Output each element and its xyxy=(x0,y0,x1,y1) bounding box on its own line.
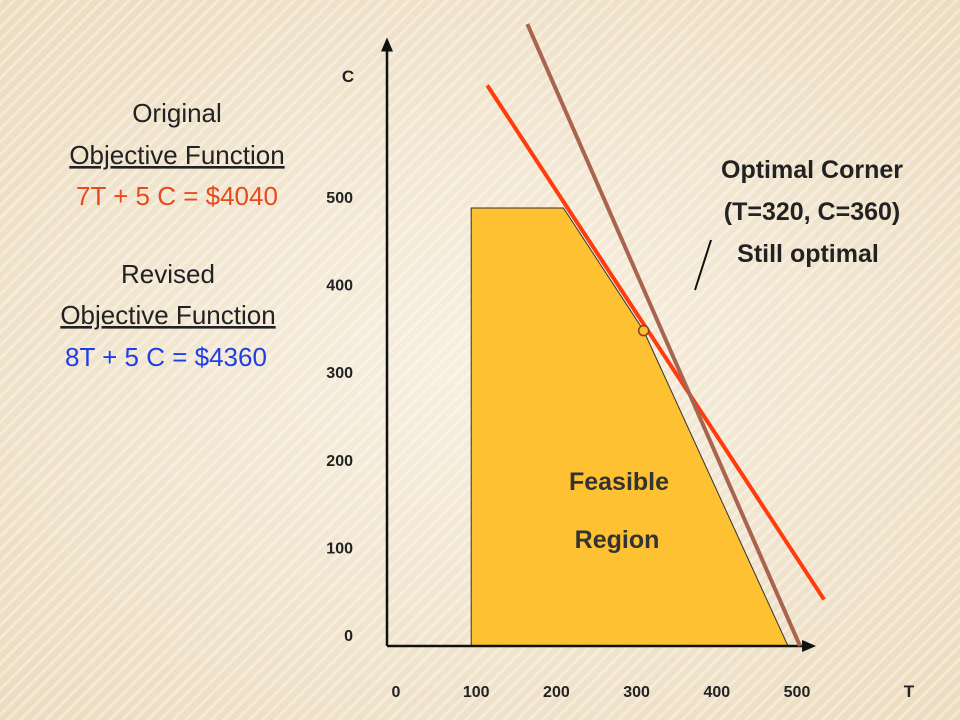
x-axis-arrowhead xyxy=(802,640,817,652)
optimal-corner-point xyxy=(637,324,650,337)
revised-heading: Revised xyxy=(121,259,215,289)
x-tick-label: 400 xyxy=(703,684,730,701)
optimal-corner-coords: (T=320, C=360) xyxy=(724,198,901,226)
original-equation: 7T + 5 C = $4040 xyxy=(76,181,278,211)
annotation-pointer xyxy=(694,239,712,291)
y-tick-label: 100 xyxy=(326,540,353,557)
x-axis-label: T xyxy=(904,682,915,701)
y-tick-label: 400 xyxy=(326,278,353,295)
optimal-corner-title: Optimal Corner xyxy=(721,156,903,184)
original-objective-line xyxy=(485,84,826,601)
y-tick-label: 500 xyxy=(326,190,353,207)
feasible-region xyxy=(470,207,789,647)
x-tick-label: 500 xyxy=(784,684,811,701)
x-tick-label: 300 xyxy=(623,684,650,701)
y-axis-arrowhead xyxy=(381,37,393,52)
y-tick-labels: 0 100 200 300 400 500 xyxy=(326,190,353,645)
x-tick-labels: 0 100 200 300 400 500 xyxy=(392,684,811,701)
x-tick-label: 100 xyxy=(463,684,490,701)
revised-equation: 8T + 5 C = $4360 xyxy=(65,342,267,372)
y-tick-label: 200 xyxy=(326,453,353,470)
revised-subheading: Objective Function xyxy=(60,300,275,330)
y-axis-label: C xyxy=(342,67,354,86)
original-subheading: Objective Function xyxy=(69,140,284,170)
optimal-corner-status: Still optimal xyxy=(737,240,879,268)
feasible-region-label-line1: Feasible xyxy=(569,468,669,496)
original-heading: Original xyxy=(132,98,222,128)
feasible-region-label-line2: Region xyxy=(575,526,660,554)
revised-objective-line xyxy=(525,23,802,647)
y-tick-label: 0 xyxy=(344,628,353,645)
x-tick-label: 0 xyxy=(392,684,401,701)
x-tick-label: 200 xyxy=(543,684,570,701)
y-tick-label: 300 xyxy=(326,365,353,382)
